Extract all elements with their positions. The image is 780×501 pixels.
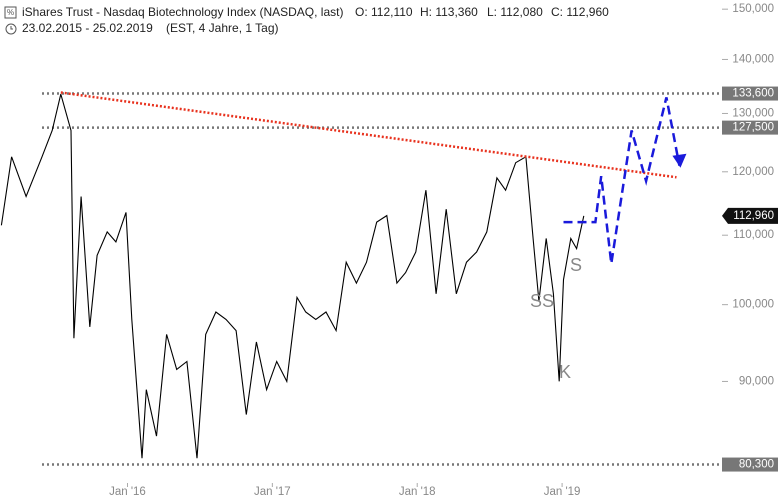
clock-icon	[5, 23, 17, 35]
ohlc-close: C: 112,960	[551, 5, 609, 19]
ohlc-low: L: 112,080	[487, 5, 543, 19]
last-price-box	[722, 207, 778, 224]
y-tick-label: 90,000	[739, 375, 774, 387]
y-tick-label: 140,000	[732, 53, 774, 65]
clock-hand	[10, 26, 13, 30]
date-range: 23.02.2015 - 25.02.2019	[22, 21, 153, 35]
chart-icon	[4, 6, 17, 19]
x-tick-label: Jan '16	[109, 486, 146, 498]
y-tick-label: 100,000	[732, 299, 774, 311]
projection-line	[563, 97, 681, 264]
x-tick-label: Jan '19	[544, 486, 581, 498]
y-tick-label: 110,000	[733, 229, 774, 241]
y-tick-label: 120,000	[732, 166, 774, 178]
projection-arrowhead	[672, 153, 687, 168]
level-label-box	[722, 86, 778, 101]
level-label-box	[722, 120, 778, 135]
ohlc-open: O: 112,110	[355, 5, 413, 19]
chart-title: iShares Trust - Nasdaq Biotechnology Ind…	[22, 5, 343, 19]
ohlc-high: H: 113,360	[420, 5, 478, 19]
price-line	[0, 93, 585, 459]
x-tick-label: Jan '17	[254, 486, 291, 498]
trend-line	[60, 91, 677, 179]
y-tick-label: 130,000	[732, 107, 774, 119]
pattern-annotation: SS	[530, 291, 554, 311]
level-label-box	[722, 457, 778, 472]
last-price-label: 112,960	[733, 210, 774, 222]
y-tick-label: 150,000	[732, 3, 774, 15]
level-label: 127,500	[732, 122, 774, 134]
level-label: 80,300	[739, 459, 774, 471]
pattern-annotation: S	[570, 255, 582, 275]
pattern-annotation: K	[559, 362, 571, 382]
date-note: (EST, 4 Jahre, 1 Tag)	[166, 21, 279, 35]
chart-icon-glyph: %	[7, 8, 14, 17]
x-tick-label: Jan '18	[399, 486, 436, 498]
level-label: 133,600	[732, 88, 774, 100]
